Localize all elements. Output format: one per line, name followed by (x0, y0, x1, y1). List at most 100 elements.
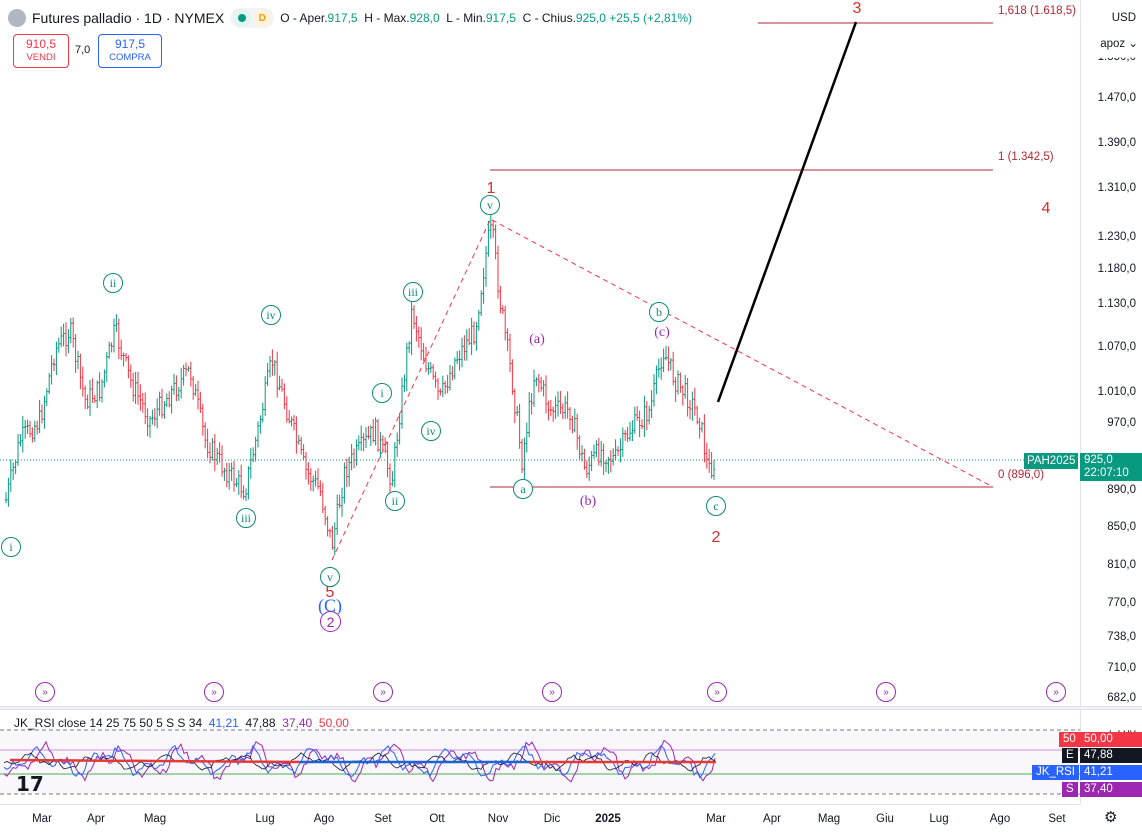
price-tick: 890,0 (1107, 484, 1136, 496)
ohlc-bar (492, 220, 495, 238)
ohlc-bar (24, 420, 27, 439)
price-tick: 850,0 (1107, 521, 1136, 533)
fast-forward-circle-icon[interactable]: » (1046, 682, 1066, 702)
ohlc-bar (470, 317, 473, 355)
gear-icon[interactable]: ⚙ (1104, 809, 1118, 826)
ohlc-bar (530, 392, 533, 415)
buy-button[interactable]: 917,5 COMPRA (98, 34, 162, 68)
time-axis[interactable]: Mar Apr Mag Lug Ago Set Ott Nov Dic 2025… (0, 804, 1080, 834)
fib-label-1: 1 (1.342,5) (998, 151, 1054, 163)
ohlc-bar (64, 322, 68, 357)
rsi-tag-s-label: S (1062, 782, 1078, 797)
rsi-legend-v4: 50,00 (318, 716, 349, 730)
ohlc-bar (225, 462, 228, 488)
pane-separator[interactable] (0, 706, 1142, 710)
buy-price: 917,5 (114, 37, 146, 51)
ohlc-bar (456, 351, 459, 365)
ohlc-bar (91, 378, 94, 403)
wave-b: b (649, 302, 669, 322)
price-tick: 1.310,0 (1097, 182, 1136, 194)
ohlc-bar (14, 459, 17, 475)
ohlc-bar (261, 402, 264, 423)
fast-forward-circle-icon[interactable]: » (542, 682, 562, 702)
fast-forward-circle-icon[interactable]: » (35, 682, 55, 702)
tradingview-logo-icon[interactable]: 17 (16, 772, 44, 796)
ohlc-bar (568, 406, 572, 430)
market-open-icon (233, 9, 252, 27)
ohlc-bar (33, 420, 36, 442)
symbol-title[interactable]: Futures palladio · 1D · NYMEX (32, 10, 225, 26)
last-price-tag: 925,0 22:07:10 (1080, 453, 1142, 481)
ohlc-bar (312, 475, 315, 492)
fast-forward-circle-icon[interactable]: » (204, 682, 224, 702)
ohlc-bar (537, 373, 540, 393)
fast-forward-circle-icon[interactable]: » (876, 682, 896, 702)
ohlc-bar (96, 380, 99, 409)
ohlc-bar (38, 399, 41, 434)
ohlc-bar (247, 466, 250, 500)
month-label: Set (374, 813, 392, 825)
price-axis[interactable]: USD apoz ⌄ 1.550,0 1.470,0 1.390,0 1.310… (1080, 0, 1142, 706)
wave-paren-a: (a) (529, 332, 545, 347)
ohlc-bar (528, 391, 531, 438)
ohlc-bar (273, 359, 276, 376)
ohlc-bar (655, 365, 658, 395)
ohlc-bar (357, 435, 360, 451)
rsi-legend-v1: 41,21 (208, 716, 239, 730)
ohlc-bar (280, 378, 284, 392)
ohlc-bar (588, 456, 591, 481)
ohlc-bar (300, 436, 303, 455)
ohlc-bar (451, 366, 454, 381)
currency-selector[interactable]: USD (1111, 12, 1136, 24)
ohlc-bar (405, 342, 408, 392)
price-tick: 710,0 (1107, 662, 1136, 674)
rsi-tag-s-value: 37,40 (1080, 782, 1142, 797)
unit-menu-button[interactable]: apoz ⌄ (1100, 38, 1138, 50)
ohlc-bar (571, 415, 574, 434)
ohlc-bar (552, 406, 555, 422)
sell-button[interactable]: 910,5 VENDI (13, 34, 69, 68)
ohlc-bar (69, 318, 72, 344)
projection-line (716, 21, 858, 403)
ohlc-bar (254, 436, 257, 462)
ohlc-bar (98, 372, 101, 401)
ohlc-bar (482, 267, 485, 304)
ohlc-bar (244, 488, 248, 502)
ohlc-bar (576, 413, 579, 450)
rsi-pane[interactable] (0, 710, 1080, 804)
ohlc-bar (600, 441, 603, 467)
ohlc-bar (535, 377, 538, 387)
ohlc-bar (487, 220, 490, 257)
rsi-tag-upper-value: 50,00 (1080, 732, 1142, 747)
ohlc-bar (141, 392, 144, 413)
ohlc-bar (484, 245, 488, 287)
ohlc-bar (110, 342, 113, 353)
rsi-red-signal-1 (9, 758, 301, 764)
ohlc-bar (220, 445, 224, 477)
rsi-legend[interactable]: JK_RSI close 14 25 75 50 5 S S 34 41,21 … (14, 716, 349, 730)
wave-i-2: i (372, 383, 392, 403)
ohlc-bar (636, 405, 639, 421)
ohlc-bar (439, 388, 442, 396)
ohlc-bar (326, 516, 329, 537)
ohlc-bar (410, 298, 413, 356)
ohlc-bar (112, 318, 116, 353)
ohlc-bar (360, 425, 363, 451)
rsi-tag-value: 41,21 (1080, 765, 1142, 780)
fast-forward-circle-icon[interactable]: » (373, 682, 393, 702)
ohlc-bar (206, 428, 209, 459)
symbol-icon (8, 9, 26, 27)
ohlc-bar (453, 357, 456, 380)
fast-forward-circle-icon[interactable]: » (707, 682, 727, 702)
price-chart-pane[interactable] (0, 0, 1080, 706)
ohlc-bar (712, 459, 716, 480)
ohlc-bar (348, 456, 351, 487)
ohlc-bar (367, 425, 370, 440)
ohlc-bar (292, 415, 296, 431)
wave-iii-1: iii (236, 508, 256, 528)
ohlc-bar (626, 426, 629, 443)
ohlc-bar (295, 416, 298, 454)
ohlc-bar (520, 438, 524, 474)
ohlc-bar (259, 415, 262, 434)
ohlc-bar (232, 461, 236, 492)
